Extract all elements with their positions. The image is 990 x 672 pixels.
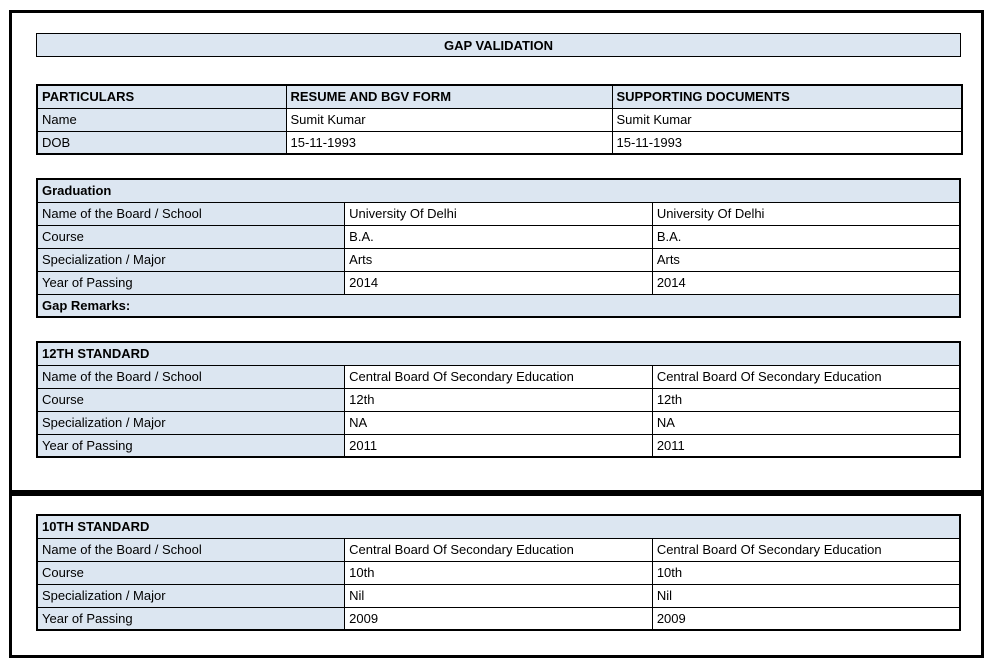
row-label: Course <box>36 560 346 585</box>
tenth-standard-table: 10TH STANDARD Name of the Board / School… <box>36 514 961 631</box>
resume-value: Sumit Kumar <box>285 107 613 132</box>
row-label: Name <box>36 107 287 132</box>
supporting-value: NA <box>651 410 961 435</box>
row-label: Course <box>36 224 346 249</box>
header-supporting-docs: SUPPORTING DOCUMENTS <box>611 84 963 109</box>
section-heading: Graduation <box>36 178 961 203</box>
resume-value: Central Board Of Secondary Education <box>344 364 653 389</box>
table-row: Course B.A. B.A. <box>36 224 961 249</box>
table-row: Specialization / Major Arts Arts <box>36 247 961 272</box>
row-label: Specialization / Major <box>36 247 346 272</box>
row-label: Name of the Board / School <box>36 201 346 226</box>
row-label: Year of Passing <box>36 606 346 631</box>
table-header-row: PARTICULARS RESUME AND BGV FORM SUPPORTI… <box>36 84 963 109</box>
resume-value: B.A. <box>344 224 653 249</box>
supporting-value: Arts <box>651 247 961 272</box>
supporting-value: B.A. <box>651 224 961 249</box>
resume-value: 10th <box>344 560 653 585</box>
page-1: GAP VALIDATION PARTICULARS RESUME AND BG… <box>9 10 984 493</box>
resume-value: NA <box>344 410 653 435</box>
supporting-value: 15-11-1993 <box>611 130 963 155</box>
row-label: Name of the Board / School <box>36 364 346 389</box>
gap-remarks-label: Gap Remarks: <box>36 293 961 318</box>
supporting-value: Nil <box>651 583 961 608</box>
resume-value: 2014 <box>344 270 653 295</box>
particulars-table: PARTICULARS RESUME AND BGV FORM SUPPORTI… <box>36 84 963 155</box>
table-row: Year of Passing 2014 2014 <box>36 270 961 295</box>
supporting-value: 2009 <box>651 606 961 631</box>
supporting-value: 12th <box>651 387 961 412</box>
supporting-value: 2014 <box>651 270 961 295</box>
supporting-value: Sumit Kumar <box>611 107 963 132</box>
supporting-value: 10th <box>651 560 961 585</box>
resume-value: Arts <box>344 247 653 272</box>
gap-remarks-row: Gap Remarks: <box>36 293 961 318</box>
resume-value: 12th <box>344 387 653 412</box>
page-2: 10TH STANDARD Name of the Board / School… <box>9 493 984 658</box>
table-row: Name of the Board / School University Of… <box>36 201 961 226</box>
header-resume-bgv: RESUME AND BGV FORM <box>285 84 613 109</box>
row-label: Course <box>36 387 346 412</box>
section-heading-row: 10TH STANDARD <box>36 514 961 539</box>
header-particulars: PARTICULARS <box>36 84 287 109</box>
resume-value: 2011 <box>344 433 653 458</box>
section-heading: 10TH STANDARD <box>36 514 961 539</box>
table-row: Year of Passing 2009 2009 <box>36 606 961 631</box>
supporting-value: Central Board Of Secondary Education <box>651 537 961 562</box>
table-row: Name of the Board / School Central Board… <box>36 364 961 389</box>
resume-value: 2009 <box>344 606 653 631</box>
supporting-value: Central Board Of Secondary Education <box>651 364 961 389</box>
row-label: Name of the Board / School <box>36 537 346 562</box>
graduation-table: Graduation Name of the Board / School Un… <box>36 178 961 318</box>
row-label: DOB <box>36 130 287 155</box>
resume-value: University Of Delhi <box>344 201 653 226</box>
table-row: Specialization / Major NA NA <box>36 410 961 435</box>
section-heading-row: Graduation <box>36 178 961 203</box>
section-heading: 12TH STANDARD <box>36 341 961 366</box>
row-label: Specialization / Major <box>36 583 346 608</box>
row-label: Specialization / Major <box>36 410 346 435</box>
resume-value: Central Board Of Secondary Education <box>344 537 653 562</box>
resume-value: 15-11-1993 <box>285 130 613 155</box>
table-row: Course 10th 10th <box>36 560 961 585</box>
table-row: Name of the Board / School Central Board… <box>36 537 961 562</box>
resume-value: Nil <box>344 583 653 608</box>
table-row: Name Sumit Kumar Sumit Kumar <box>36 107 963 132</box>
supporting-value: University Of Delhi <box>651 201 961 226</box>
table-row: Course 12th 12th <box>36 387 961 412</box>
table-row: Year of Passing 2011 2011 <box>36 433 961 458</box>
table-row: DOB 15-11-1993 15-11-1993 <box>36 130 963 155</box>
document-title: GAP VALIDATION <box>36 33 961 57</box>
supporting-value: 2011 <box>651 433 961 458</box>
section-heading-row: 12TH STANDARD <box>36 341 961 366</box>
twelfth-standard-table: 12TH STANDARD Name of the Board / School… <box>36 341 961 458</box>
table-row: Specialization / Major Nil Nil <box>36 583 961 608</box>
row-label: Year of Passing <box>36 433 346 458</box>
row-label: Year of Passing <box>36 270 346 295</box>
